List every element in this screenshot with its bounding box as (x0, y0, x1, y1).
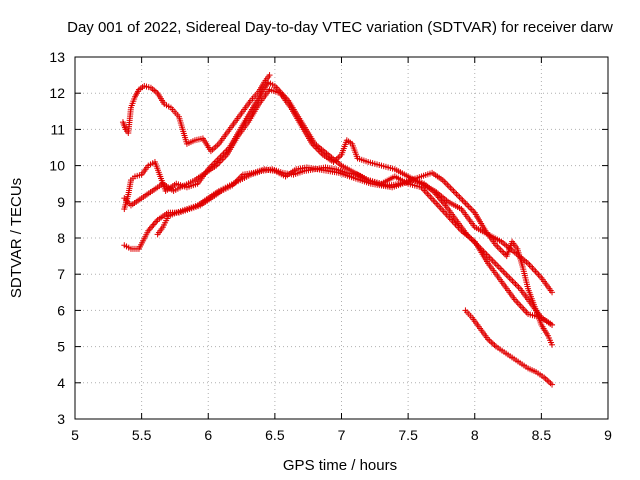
data-point (500, 249, 507, 256)
data-point (458, 195, 465, 202)
data-point (498, 267, 505, 274)
data-point (462, 200, 469, 207)
data-point (509, 277, 516, 284)
data-point (499, 248, 506, 255)
data-point (549, 321, 556, 328)
data-point (496, 245, 503, 252)
data-point (507, 276, 514, 283)
data-point (437, 196, 444, 203)
data-point (467, 205, 474, 212)
data-point (500, 268, 507, 275)
data-point (450, 187, 457, 194)
data-point (214, 142, 221, 149)
x-tick-label: 6.5 (265, 427, 285, 443)
x-tick-label: 9 (604, 427, 612, 443)
data-point (461, 198, 468, 205)
data-point (486, 337, 493, 344)
data-point (544, 377, 551, 384)
data-point (492, 260, 499, 267)
x-axis-ticks: 5 5.5 6 6.5 7 7.5 8 8.5 9 (71, 57, 612, 443)
data-point (151, 220, 158, 227)
data-point (491, 259, 498, 266)
data-point (441, 178, 448, 185)
data-point (456, 194, 463, 201)
data-point (149, 223, 156, 230)
data-point (464, 201, 471, 208)
data-point (451, 189, 458, 196)
data-point (448, 186, 455, 193)
data-point (494, 262, 501, 269)
data-point (453, 191, 460, 198)
data-point (153, 218, 160, 225)
y-tick-label: 9 (57, 194, 65, 210)
y-tick-label: 13 (49, 49, 65, 65)
data-point (495, 263, 502, 270)
data-point (489, 340, 496, 347)
y-tick-label: 4 (57, 375, 65, 391)
data-point (549, 341, 556, 348)
data-point (503, 271, 510, 278)
x-tick-label: 7.5 (398, 427, 418, 443)
data-point (266, 72, 273, 79)
data-point (547, 380, 554, 387)
x-tick-label: 8 (471, 427, 479, 443)
data-point (542, 375, 549, 382)
x-tick-label: 7 (338, 427, 346, 443)
data-point (442, 180, 449, 187)
data-point (465, 203, 472, 210)
data-point (454, 192, 461, 199)
data-point (510, 279, 517, 286)
series-sat-a (119, 72, 273, 155)
series-sat-d (121, 164, 556, 328)
y-tick-label: 3 (57, 411, 65, 427)
x-tick-label: 5.5 (132, 427, 152, 443)
y-tick-label: 5 (57, 339, 65, 355)
y-tick-label: 8 (57, 230, 65, 246)
grid (75, 57, 608, 419)
data-point (497, 246, 504, 253)
data-point (512, 281, 519, 288)
data-point (515, 284, 522, 291)
series-sat-e (154, 164, 556, 348)
data-point (506, 274, 513, 281)
data-marks (119, 72, 556, 388)
data-point (488, 339, 495, 346)
data-point (494, 243, 501, 250)
data-point (504, 273, 511, 280)
data-point (212, 143, 219, 150)
data-point (447, 184, 454, 191)
y-tick-label: 12 (49, 85, 65, 101)
series-sat-b (121, 79, 556, 328)
x-axis-title: GPS time / hours (283, 457, 397, 474)
x-tick-label: 5 (71, 427, 79, 443)
data-point (549, 289, 556, 296)
x-tick-label: 6 (204, 427, 212, 443)
data-point (147, 224, 154, 231)
y-axis-ticks: 3 4 5 6 7 8 9 10 11 12 13 (49, 49, 608, 427)
data-point (445, 183, 452, 190)
data-point (211, 145, 218, 152)
series-sat-f (462, 307, 556, 388)
data-point (497, 265, 504, 272)
y-tick-label: 7 (57, 266, 65, 282)
y-tick-label: 6 (57, 302, 65, 318)
chart-title: Day 001 of 2022, Sidereal Day-to-day VTE… (67, 19, 613, 36)
data-point (444, 181, 451, 188)
data-point (150, 221, 157, 228)
data-point (501, 270, 508, 277)
data-point (459, 197, 466, 204)
y-tick-label: 10 (49, 158, 65, 174)
data-point (545, 378, 552, 385)
data-point (549, 381, 556, 388)
data-point (468, 206, 475, 213)
y-tick-label: 11 (50, 121, 65, 137)
series-sat-c (121, 86, 556, 296)
data-point (514, 282, 521, 289)
y-axis-title: SDTVAR / TECUs (8, 178, 25, 298)
x-tick-label: 8.5 (532, 427, 552, 443)
data-point (491, 342, 498, 349)
